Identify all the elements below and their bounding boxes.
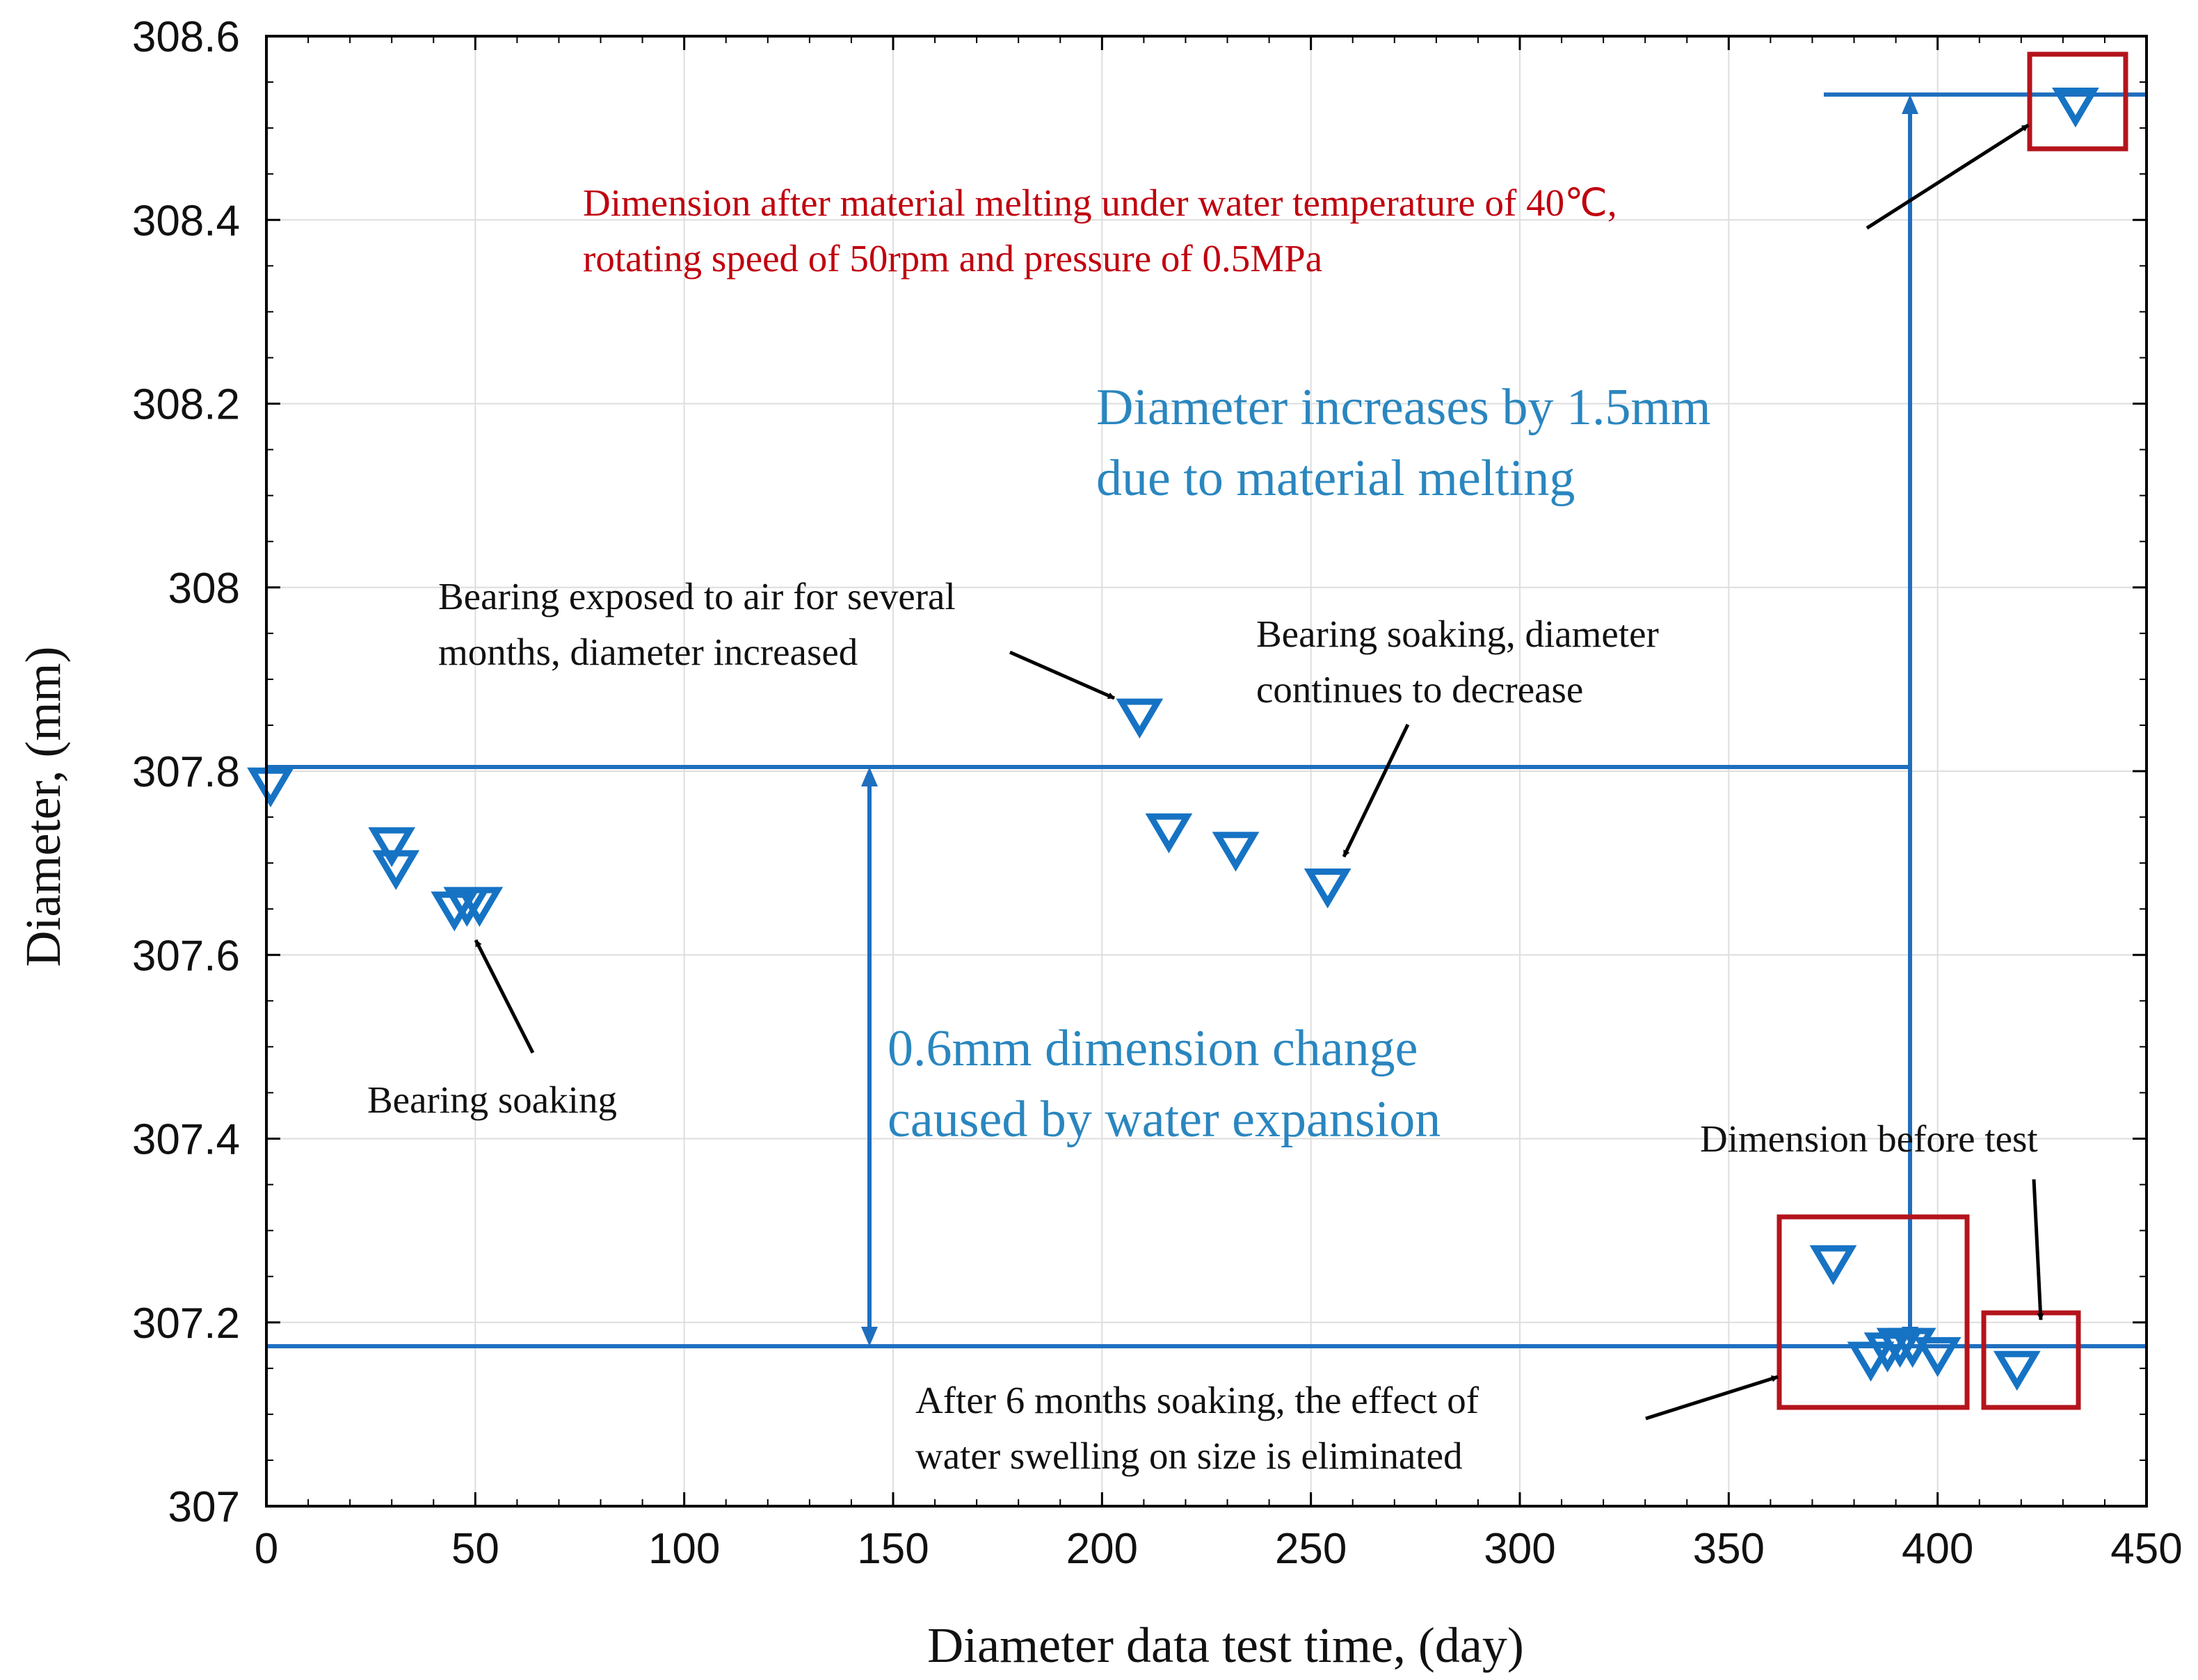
y-tick-label: 308.2 xyxy=(132,381,240,429)
y-tick-label: 307 xyxy=(168,1483,240,1531)
annotation-eliminated: After 6 months soaking, the effect of wa… xyxy=(915,1379,1489,1477)
annotation-melt-dimension: Dimension after material melting under w… xyxy=(583,181,1626,280)
annotation-expansion-line-2: caused by water expansion xyxy=(888,1091,1441,1148)
x-tick-label: 50 xyxy=(451,1525,499,1573)
data-point xyxy=(456,887,504,927)
arrow-eliminated xyxy=(1645,1375,1779,1421)
y-tick-label: 307.8 xyxy=(132,748,240,796)
y-tick-label: 308 xyxy=(168,565,240,613)
annotation-melt-dimension-line-2: rotating speed of 50rpm and pressure of … xyxy=(583,237,1322,280)
annotation-expansion-line-1: 0.6mm dimension change xyxy=(888,1020,1418,1077)
annotation-exposed-air-line-1: Bearing exposed to air for several xyxy=(438,575,956,617)
arrow-before-test xyxy=(2032,1179,2044,1320)
x-tick-label: 200 xyxy=(1066,1525,1138,1573)
annotation-soaking-decrease: Bearing soaking, diameter continues to d… xyxy=(1256,613,1669,711)
data-point xyxy=(372,850,420,890)
data-point xyxy=(368,827,416,867)
annotation-bearing-soaking: Bearing soaking xyxy=(367,1079,617,1121)
data-point xyxy=(1145,813,1193,854)
change-arrow-head-down xyxy=(861,1327,878,1346)
x-tick-label: 300 xyxy=(1484,1525,1555,1573)
data-point xyxy=(2052,87,2099,128)
x-tick-label: 400 xyxy=(1902,1525,1973,1573)
melt-arrow-head-up xyxy=(1902,95,1918,114)
reference-lines xyxy=(266,92,2147,1348)
data-point xyxy=(247,767,294,808)
highlight-box-soaked xyxy=(1776,1214,1970,1410)
arrow-melt-dimension xyxy=(1866,123,2030,230)
x-tick-label: 150 xyxy=(857,1525,929,1573)
data-point xyxy=(1212,832,1260,872)
annotation-exposed-air-line-2: months, diameter increased xyxy=(438,631,858,673)
data-point xyxy=(1116,698,1164,738)
data-point xyxy=(1303,869,1351,909)
y-tick-label: 307.4 xyxy=(132,1116,240,1164)
x-tick-label: 450 xyxy=(2110,1525,2182,1573)
data-points xyxy=(247,87,2099,1391)
x-axis-title: Diameter data test time, (day) xyxy=(927,1617,1524,1673)
data-point xyxy=(1993,1350,2041,1391)
x-tick-label: 100 xyxy=(648,1525,720,1573)
arrow-bearing-soaking xyxy=(474,939,535,1054)
data-point xyxy=(1847,1341,1895,1382)
highlight-box-melt xyxy=(2027,51,2128,152)
annotation-soaking-decrease-line-2: continues to decrease xyxy=(1256,668,1583,711)
annotation-increase-line-2: due to material melting xyxy=(1096,450,1575,507)
y-tick-label: 308.6 xyxy=(132,13,240,61)
annotation-before-test: Dimension before test xyxy=(1700,1117,2038,1160)
annotation-increase: Diameter increases by 1.5mm due to mater… xyxy=(1096,379,1724,507)
y-tick-label: 307.2 xyxy=(132,1300,240,1348)
y-tick-label: 308.4 xyxy=(132,197,240,245)
annotation-exposed-air: Bearing exposed to air for several month… xyxy=(438,575,965,673)
arrow-exposed-air xyxy=(1009,650,1116,700)
annotation-melt-dimension-line-1: Dimension after material melting under w… xyxy=(583,181,1617,224)
annotation-increase-line-1: Diameter increases by 1.5mm xyxy=(1096,379,1711,436)
data-point xyxy=(1914,1336,1962,1378)
arrow-soaking-decrease xyxy=(1342,723,1410,858)
annotation-eliminated-line-2: water swelling on size is eliminated xyxy=(915,1435,1463,1477)
x-tick-label: 0 xyxy=(255,1525,278,1573)
plot-frame xyxy=(265,35,2148,1508)
grid xyxy=(266,36,2147,1506)
x-tick-label: 250 xyxy=(1275,1525,1347,1573)
annotation-expansion: 0.6mm dimension change caused by water e… xyxy=(888,1020,1441,1148)
x-tick-label: 350 xyxy=(1693,1525,1765,1573)
change-arrow-head-up xyxy=(861,767,878,786)
annotation-eliminated-line-1: After 6 months soaking, the effect of xyxy=(915,1379,1479,1421)
y-tick-label: 307.6 xyxy=(132,932,240,980)
data-point xyxy=(1809,1245,1857,1286)
highlight-boxes xyxy=(1776,51,2128,1410)
y-axis-title: Diameter, (mm) xyxy=(15,647,71,967)
highlight-box-before xyxy=(1981,1310,2081,1410)
annotation-arrows xyxy=(474,123,2044,1421)
annotation-soaking-decrease-line-1: Bearing soaking, diameter xyxy=(1256,613,1659,655)
